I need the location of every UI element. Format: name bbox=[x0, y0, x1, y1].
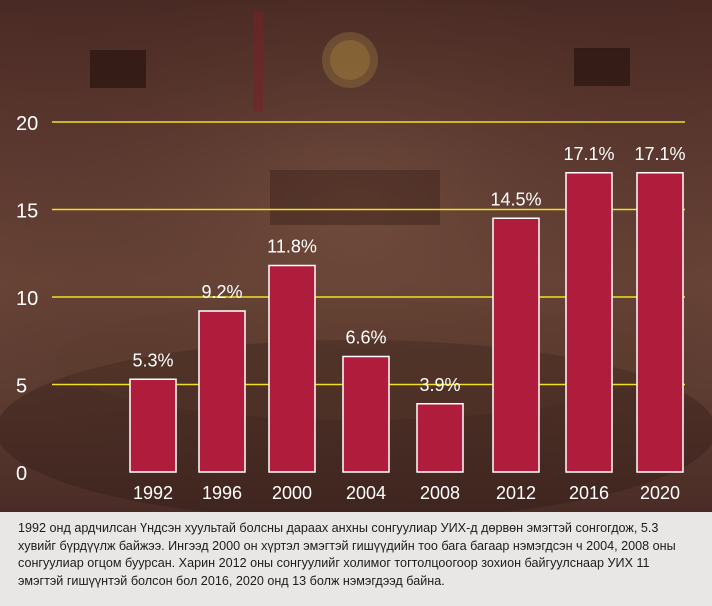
bar-2004 bbox=[342, 355, 390, 473]
x-tick-label-2004: 2004 bbox=[346, 483, 386, 503]
chart-panel: 0 5 10 15 20 5.3% 9.2% 11.8% 6.6% 3.9% 14.5% 17.1%… bbox=[0, 0, 712, 512]
x-tick-label-2012: 2012 bbox=[496, 483, 536, 503]
bar-2016 bbox=[565, 172, 613, 473]
bar-chart: 0 5 10 15 20 5.3% 9.2% 11.8% 6.6% 3.9% 14.5% 17.1%… bbox=[0, 0, 712, 512]
y-axis-ticks: 0 5 10 15 20 bbox=[16, 113, 38, 485]
bar-1996 bbox=[198, 310, 246, 473]
bar-2020 bbox=[636, 172, 684, 473]
bar-2012 bbox=[492, 217, 540, 473]
x-tick-label-2016: 2016 bbox=[569, 483, 609, 503]
y-tick-label: 0 bbox=[16, 463, 27, 485]
data-label-2008: 3.9% bbox=[419, 375, 460, 395]
bar-2008 bbox=[416, 403, 464, 473]
data-label-2012: 14.5% bbox=[490, 189, 541, 209]
x-tick-label-2008: 2008 bbox=[420, 483, 460, 503]
y-tick-label: 20 bbox=[16, 113, 38, 135]
data-label-1992: 5.3% bbox=[132, 350, 173, 370]
data-label-2016: 17.1% bbox=[563, 144, 614, 164]
data-label-2004: 6.6% bbox=[345, 328, 386, 348]
y-tick-label: 15 bbox=[16, 201, 38, 223]
data-label-1996: 9.2% bbox=[201, 282, 242, 302]
caption-area: 1992 онд ардчилсан Үндсэн хуультай болсн… bbox=[0, 512, 712, 606]
data-labels: 5.3% 9.2% 11.8% 6.6% 3.9% 14.5% 17.1% 17.1% bbox=[132, 144, 685, 395]
y-tick-label: 5 bbox=[16, 376, 27, 398]
y-tick-label: 10 bbox=[16, 288, 38, 310]
x-axis-ticks: 1992 1996 2000 2004 2008 2012 2016 2020 bbox=[133, 483, 680, 503]
data-label-2020: 17.1% bbox=[634, 144, 685, 164]
bars bbox=[129, 172, 684, 473]
data-label-2000: 11.8% bbox=[267, 237, 317, 257]
caption-text: 1992 онд ардчилсан Үндсэн хуультай болсн… bbox=[18, 521, 676, 588]
x-tick-label-2000: 2000 bbox=[272, 483, 312, 503]
x-tick-label-1992: 1992 bbox=[133, 483, 173, 503]
x-tick-label-1996: 1996 bbox=[202, 483, 242, 503]
bar-2000 bbox=[268, 264, 316, 473]
bar-1992 bbox=[129, 378, 177, 473]
x-tick-label-2020: 2020 bbox=[640, 483, 680, 503]
